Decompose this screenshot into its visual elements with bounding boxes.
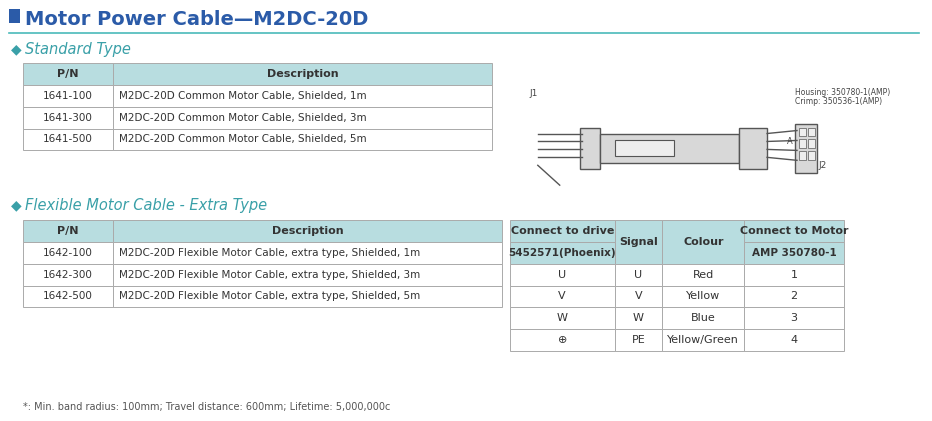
Bar [23,285,113,307]
Bar [744,285,843,307]
Text: 5452571(Phoenix): 5452571(Phoenix) [508,248,616,258]
Bar [614,220,663,264]
Bar [744,329,843,351]
Bar [510,329,614,351]
Bar [799,139,806,149]
Text: Standard Type: Standard Type [25,42,131,56]
Text: P/N: P/N [58,226,79,236]
Bar [744,307,843,329]
Text: 1642-500: 1642-500 [43,291,93,301]
Bar [744,242,843,264]
Bar [580,128,599,169]
Bar [113,107,492,128]
Bar [113,220,502,242]
Bar [9,9,21,23]
Text: 2: 2 [790,291,798,301]
Text: 1641-100: 1641-100 [43,91,93,101]
Bar [663,285,744,307]
Bar [510,220,614,242]
Bar [808,128,815,136]
Text: 1: 1 [790,269,798,280]
Text: 1642-100: 1642-100 [43,248,93,258]
Text: W: W [633,313,644,323]
Text: J2: J2 [819,161,828,170]
Text: Motor Power Cable—M2DC-20D: Motor Power Cable—M2DC-20D [25,10,369,29]
Bar [510,264,614,285]
Bar [799,128,806,136]
Text: J1: J1 [529,89,538,98]
Text: 4: 4 [790,335,798,345]
Bar [113,128,492,150]
Bar [23,242,113,264]
Text: ◆: ◆ [11,42,22,56]
Bar [663,307,744,329]
Bar [614,264,663,285]
Text: Red: Red [692,269,714,280]
Text: P/N: P/N [58,69,79,79]
Text: W: W [556,313,568,323]
Text: Colour: Colour [683,237,723,247]
Text: Connect to drive: Connect to drive [511,226,614,236]
Text: Yellow: Yellow [686,291,720,301]
Text: 1641-300: 1641-300 [43,112,93,123]
Text: Housing: 350780-1(AMP): Housing: 350780-1(AMP) [795,88,890,97]
Bar [113,63,492,85]
Bar [795,124,817,173]
Text: M2DC-20D Flexible Motor Cable, extra type, Shielded, 1m: M2DC-20D Flexible Motor Cable, extra typ… [119,248,420,258]
Bar [744,264,843,285]
Bar [744,220,843,242]
Text: V: V [635,291,642,301]
Bar [23,63,113,85]
Text: M2DC-20D Common Motor Cable, Shielded, 5m: M2DC-20D Common Motor Cable, Shielded, 5… [119,134,366,144]
Bar [510,307,614,329]
Text: U: U [558,269,567,280]
Bar [799,152,806,160]
Text: A: A [787,137,793,146]
Text: Yellow/Green: Yellow/Green [667,335,739,345]
Text: Signal: Signal [619,237,658,247]
Text: M2DC-20D Common Motor Cable, Shielded, 1m: M2DC-20D Common Motor Cable, Shielded, 1… [119,91,366,101]
Bar [510,285,614,307]
Bar [113,285,502,307]
Text: U: U [635,269,642,280]
Text: Connect to Motor: Connect to Motor [740,226,848,236]
Bar [113,264,502,285]
Bar [23,85,113,107]
Bar [23,128,113,150]
Text: ⊕: ⊕ [557,335,567,345]
Bar [23,220,113,242]
Bar [614,329,663,351]
Text: V: V [558,291,566,301]
Text: 1641-500: 1641-500 [43,134,93,144]
Text: Blue: Blue [691,313,716,323]
Text: ◆: ◆ [11,198,22,212]
Text: Description: Description [267,69,338,79]
Bar [599,133,739,163]
Text: M2DC-20D Flexible Motor Cable, extra type, Shielded, 5m: M2DC-20D Flexible Motor Cable, extra typ… [119,291,420,301]
Bar [663,329,744,351]
Text: 3: 3 [790,313,798,323]
Bar [614,307,663,329]
Bar [808,139,815,149]
Bar [614,141,675,156]
Bar [663,220,744,264]
Bar [739,128,767,169]
Bar [113,85,492,107]
Bar [113,242,502,264]
Text: AMP 350780-1: AMP 350780-1 [751,248,836,258]
Text: Flexible Motor Cable - Extra Type: Flexible Motor Cable - Extra Type [25,197,267,213]
Bar [808,152,815,160]
Text: PE: PE [632,335,645,345]
Bar [23,107,113,128]
Text: Crimp: 350536-1(AMP): Crimp: 350536-1(AMP) [795,97,883,106]
Text: M2DC-20D Flexible Motor Cable, extra type, Shielded, 3m: M2DC-20D Flexible Motor Cable, extra typ… [119,269,420,280]
Bar [614,285,663,307]
Text: 1642-300: 1642-300 [43,269,93,280]
Bar [663,264,744,285]
Text: *: Min. band radius: 100mm; Travel distance: 600mm; Lifetime: 5,000,000c: *: Min. band radius: 100mm; Travel dista… [23,402,391,412]
Text: Description: Description [271,226,343,236]
Bar [510,242,614,264]
Bar [23,264,113,285]
Text: M2DC-20D Common Motor Cable, Shielded, 3m: M2DC-20D Common Motor Cable, Shielded, 3… [119,112,366,123]
